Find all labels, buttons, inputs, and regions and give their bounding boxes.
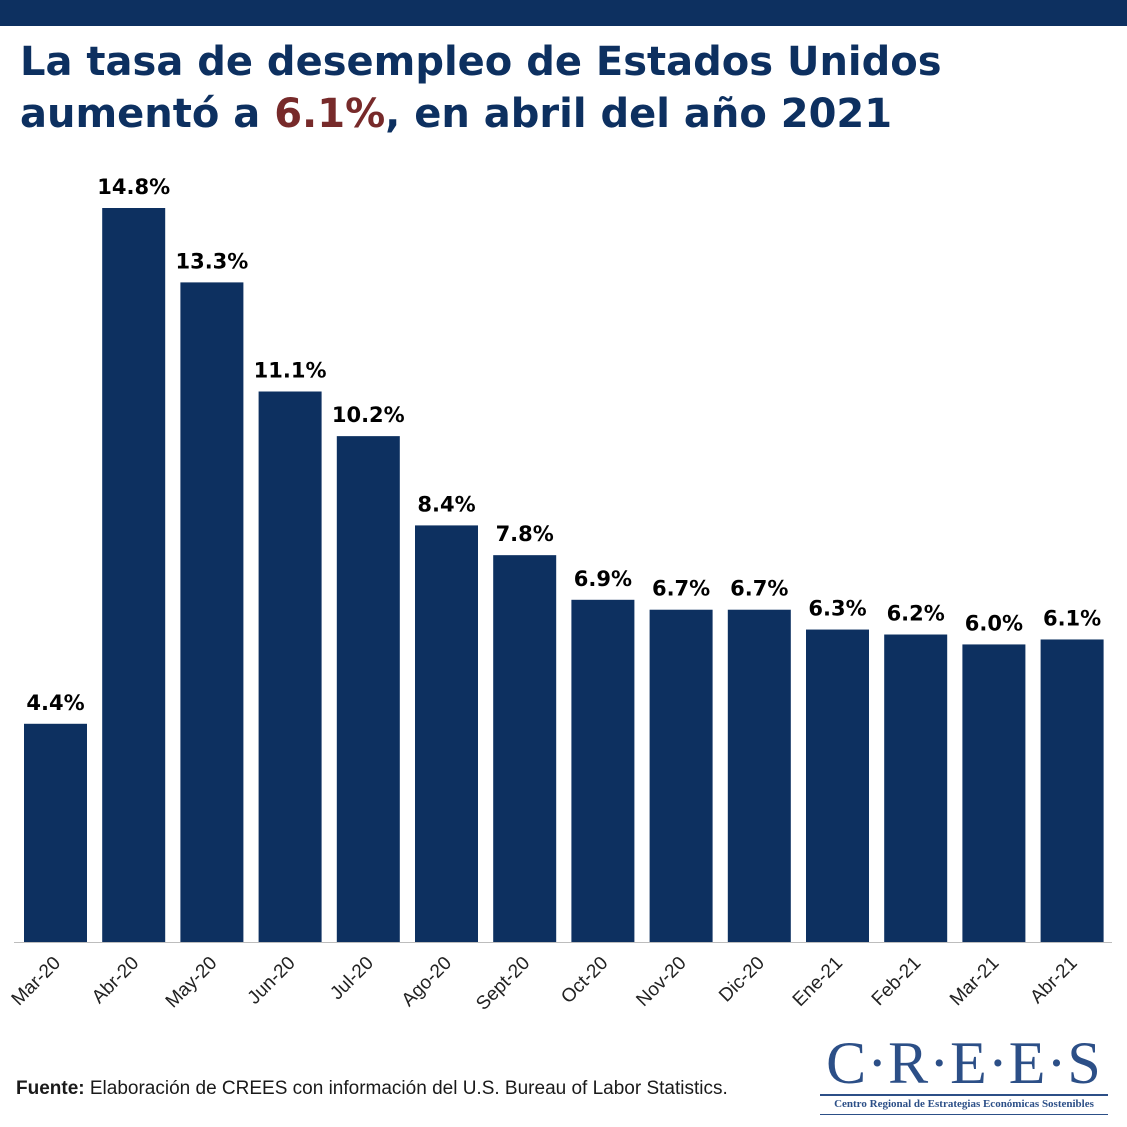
tick-label-mar-21: Mar-21 — [946, 953, 1003, 1010]
top-banner-bar — [0, 0, 1127, 26]
value-labels-group: 4.4% 14.8% 13.3% 11.1%10.2% 8.4% 7.8% 6.9% 6.7%… — [26, 175, 1101, 715]
tick-label-ene-21: Ene-21 — [789, 953, 847, 1011]
tick-label-nov-20: Nov-20 — [632, 953, 690, 1011]
bar-oct-20 — [571, 599, 635, 942]
tick-label-abr-21: Abr-21 — [1026, 953, 1081, 1008]
source-label: Fuente: — [16, 1078, 85, 1099]
tick-label-jul-20: Jul-20 — [326, 953, 377, 1004]
logo-wordmark: C·R·E·E·S — [826, 1030, 1102, 1096]
logo-underline — [820, 1114, 1108, 1115]
category-labels-group: Mar-20 Abr-20 May-20 Jun-20 Jul-20 Ago-20 Sept… — [8, 953, 1082, 1015]
source-note: Fuente: Elaboración de CREES con informa… — [16, 1078, 728, 1100]
tick-label-may-20: May-20 — [162, 953, 222, 1013]
bar-abr-20 — [102, 208, 166, 942]
tick-label-oct-20: Oct-20 — [557, 953, 612, 1008]
value-label-abr-21: 6.1% — [1043, 606, 1101, 630]
value-label-ene-21: 6.3% — [808, 597, 866, 621]
tick-label-mar-20: Mar-20 — [8, 953, 65, 1010]
source-text: Elaboración de CREES con información del… — [84, 1078, 728, 1099]
bar-jun-20 — [258, 391, 322, 942]
title-highlight-value: 6.1% — [274, 91, 386, 137]
title-line-2-prefix: aumentó a — [20, 91, 275, 137]
bars-group — [24, 208, 1104, 942]
value-label-feb-21: 6.2% — [887, 602, 945, 626]
value-label-mar-21: 6.0% — [965, 611, 1023, 635]
bar-dic-20 — [727, 609, 791, 942]
tick-label-sept-20: Sept-20 — [472, 953, 534, 1015]
value-label-nov-20: 6.7% — [652, 577, 710, 601]
bar-feb-21 — [884, 634, 948, 942]
logo-subtitle: Centro Regional de Estrategias Económica… — [834, 1098, 1094, 1110]
value-label-jul-20: 10.2% — [332, 403, 405, 427]
value-label-may-20: 13.3% — [175, 249, 248, 273]
bar-mar-21 — [962, 644, 1026, 942]
bar-abr-21 — [1040, 639, 1104, 942]
bar-sept-20 — [493, 555, 557, 942]
value-label-dic-20: 6.7% — [730, 577, 788, 601]
value-label-jun-20: 11.1% — [254, 359, 327, 383]
tick-label-jun-20: Jun-20 — [244, 953, 300, 1009]
title-line-1: La tasa de desempleo de Estados Unidos — [20, 39, 942, 85]
bar-ene-21 — [806, 629, 869, 942]
bar-jul-20 — [336, 436, 400, 942]
title-line-2-suffix: , en abril del año 2021 — [385, 91, 893, 137]
crees-logo: C·R·E·E·S Centro Regional de Estrategias… — [818, 1030, 1110, 1116]
bar-mar-20 — [24, 723, 87, 942]
value-label-ago-20: 8.4% — [417, 492, 475, 516]
chart-title: La tasa de desempleo de Estados Unidos au… — [20, 36, 1110, 140]
tick-label-dic-20: Dic-20 — [715, 953, 769, 1007]
bar-nov-20 — [649, 609, 713, 942]
tick-label-ago-20: Ago-20 — [398, 953, 456, 1011]
value-label-abr-20: 14.8% — [97, 175, 170, 199]
value-label-sept-20: 7.8% — [496, 522, 554, 546]
tick-label-abr-20: Abr-20 — [88, 953, 143, 1008]
bar-chart: 4.4% 14.8% 13.3% 11.1%10.2% 8.4% 7.8% 6.9% 6.7%… — [8, 175, 1112, 1015]
value-label-mar-20: 4.4% — [26, 691, 84, 715]
logo-divider — [820, 1094, 1108, 1096]
tick-label-feb-21: Feb-21 — [868, 953, 925, 1010]
bar-ago-20 — [415, 525, 478, 942]
bar-may-20 — [180, 282, 244, 942]
value-label-oct-20: 6.9% — [574, 567, 632, 591]
